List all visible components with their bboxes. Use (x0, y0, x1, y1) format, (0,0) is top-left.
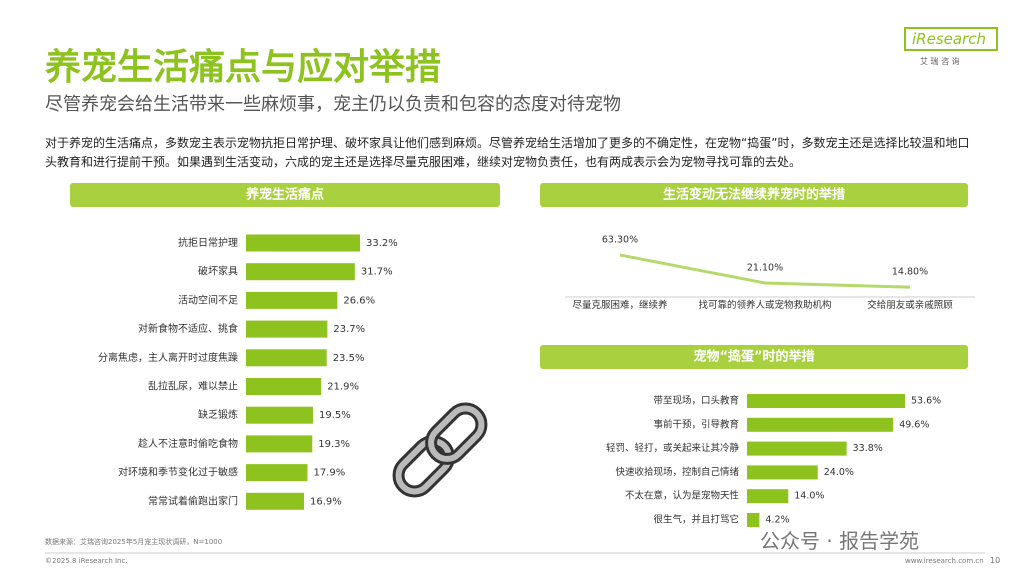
bar (747, 441, 847, 456)
value-label: 19.3% (318, 439, 350, 450)
chain-icon (392, 402, 488, 498)
value-label: 21.9% (327, 382, 359, 393)
category-label: 事前干预，引导教育 (653, 418, 739, 430)
value-label: 23.5% (333, 353, 365, 364)
category-label: 活动空间不足 (178, 293, 238, 306)
bar (747, 417, 894, 432)
intro: 对于养宠的生活痛点，多数宠主表示宠物抗拒日常护理、破坏家具让他们感到麻烦。尽管养… (45, 136, 970, 169)
source: 数据来源：艾瑞咨询2025年5月宠主现状调研，N=1000 (45, 538, 223, 546)
bar (246, 320, 328, 338)
bar (246, 378, 322, 395)
category-label: 尽量克服困难，继续养 (572, 300, 668, 311)
watermark: 公众号 · 报告学苑 (760, 529, 920, 553)
bar (747, 513, 760, 527)
subtitle: 尽管养宠会给生活带来一些麻烦事，宠主仍以负责和包容的态度对待宠物 (45, 94, 621, 115)
value-label: 16.9% (310, 496, 342, 507)
value-label: 14.0% (794, 491, 824, 502)
bar (747, 465, 818, 480)
bar (246, 406, 313, 424)
category-label: 趁人不注意时偷吃食物 (138, 437, 238, 450)
value-label: 63.30% (602, 235, 638, 246)
line (619, 253, 911, 289)
value-label: 33.8% (853, 443, 883, 454)
logo-brand: iResearch (912, 30, 986, 48)
value-label: 53.6% (911, 396, 941, 407)
bar (246, 435, 313, 453)
category-label: 快速收拾现场，控制自己情绪 (615, 466, 739, 478)
category-label: 不太在意，认为是宠物天性 (625, 490, 740, 502)
bar (246, 263, 355, 281)
section-band (70, 183, 500, 207)
section-band (540, 183, 968, 207)
bar (246, 349, 327, 367)
category-label: 对环境和季节变化过于敏感 (118, 466, 238, 479)
footer-url: www.iresearch.com.cn (905, 557, 984, 565)
value-label: 24.0% (824, 467, 854, 478)
value-label: 21.10% (747, 263, 783, 274)
category-label: 找可靠的领养人或宠物救助机构 (698, 300, 832, 311)
category-label: 轻罚、轻打，或关起来让其冷静 (606, 442, 740, 454)
page-number: 10 (990, 556, 1001, 565)
bar (246, 492, 305, 510)
category-label: 交给朋友或亲戚照顾 (867, 300, 953, 311)
section-band (540, 345, 968, 369)
bar (747, 394, 905, 408)
value-label: 31.7% (361, 267, 393, 278)
category-label: 分离焦虑，主人离开时过度焦躁 (98, 351, 238, 364)
section-title: 生活变动无法继续养宠时的举措 (663, 187, 845, 203)
value-label: 49.6% (899, 419, 929, 430)
category-label: 很生气，并且打骂它 (653, 514, 739, 526)
bar (246, 291, 338, 309)
bar (246, 234, 360, 252)
value-label: 17.9% (313, 468, 345, 479)
logo-frame (904, 27, 998, 51)
title: 养宠生活痛点与应对举措 (45, 47, 442, 88)
value-label: 4.2% (765, 515, 789, 526)
copyright: ©2025.8 iResearch Inc. (45, 557, 128, 565)
section-title: 宠物“捣蛋”时的举措 (693, 349, 814, 365)
category-label: 常常试着偷跑出家门 (148, 494, 238, 507)
category-label: 缺乏锻炼 (198, 408, 238, 421)
value-label: 23.7% (333, 324, 365, 335)
category-label: 乱拉乱尿，难以禁止 (148, 380, 238, 393)
category-label: 抗拒日常护理 (178, 236, 238, 249)
value-label: 33.2% (366, 238, 398, 249)
value-label: 19.5% (319, 410, 351, 421)
value-label: 26.6% (343, 295, 375, 306)
category-label: 对新食物不适应、挑食 (138, 322, 238, 335)
bar (747, 489, 789, 504)
section-title: 养宠生活痛点 (245, 187, 324, 203)
value-label: 14.80% (892, 267, 928, 278)
category-label: 破坏家具 (198, 265, 238, 278)
category-label: 带至现场，口头教育 (653, 395, 739, 407)
bar (246, 464, 308, 482)
logo-cn: 艾 瑞 咨 询 (920, 57, 960, 66)
